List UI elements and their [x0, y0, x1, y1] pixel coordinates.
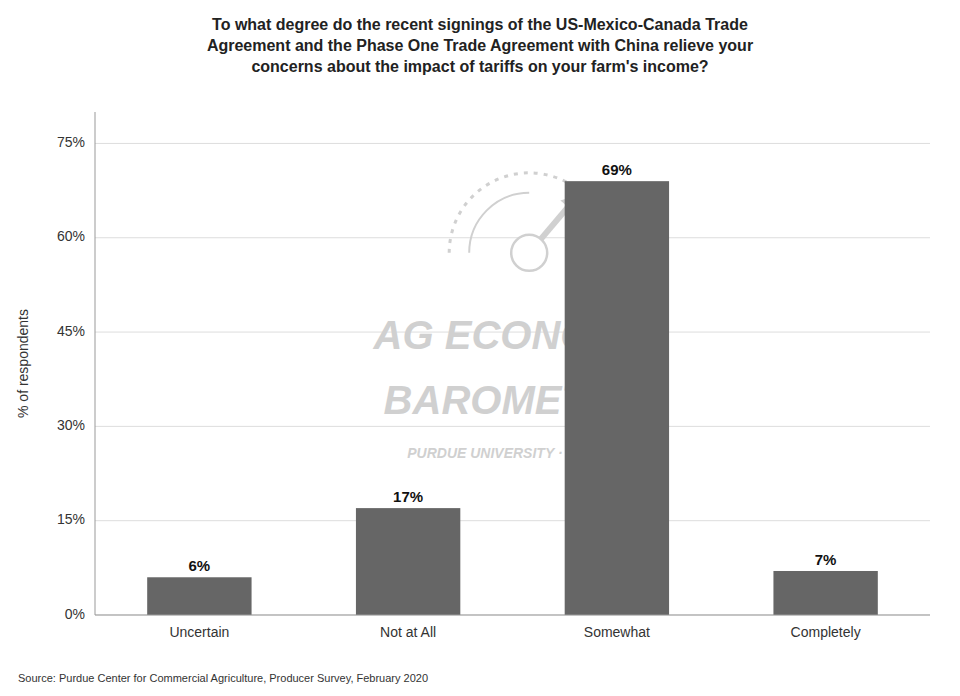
grid-line [95, 426, 930, 427]
y-tick-label: 15% [57, 511, 85, 527]
y-tick-label: 30% [57, 417, 85, 433]
y-axis-line [95, 112, 96, 615]
gauge-hub [511, 235, 547, 271]
data-label: 6% [189, 557, 211, 574]
y-tick-label: 75% [57, 134, 85, 150]
title: To what degree do the recent signings of… [207, 16, 753, 75]
grid-line [95, 143, 930, 144]
x-tick-label: Completely [791, 624, 861, 640]
chart: To what degree do the recent signings of… [0, 0, 960, 696]
bar [356, 508, 460, 615]
data-label: 17% [393, 488, 423, 505]
bar [147, 577, 251, 615]
y-tick-label: 0% [65, 606, 85, 622]
x-tick-label: Uncertain [169, 624, 229, 640]
y-axis-label: % of respondents [15, 309, 31, 418]
title-line: To what degree do the recent signings of… [212, 16, 748, 33]
source-note: Source: Purdue Center for Commercial Agr… [18, 672, 428, 684]
grid-line [95, 615, 930, 616]
title-line: concerns about the impact of tariffs on … [251, 58, 708, 75]
y-tick-label: 45% [57, 323, 85, 339]
grid-line [95, 237, 930, 238]
bars [147, 181, 878, 615]
grid [95, 143, 930, 615]
x-tick-label: Not at All [380, 624, 436, 640]
x-tick-label: Somewhat [584, 624, 650, 640]
grid-line [95, 520, 930, 521]
title-line: Agreement and the Phase One Trade Agreem… [207, 37, 753, 54]
x-axis-line [95, 615, 930, 616]
y-tick-label: 60% [57, 228, 85, 244]
data-label: 7% [815, 551, 837, 568]
bar [773, 571, 877, 615]
bar [565, 181, 669, 615]
data-label: 69% [602, 161, 632, 178]
